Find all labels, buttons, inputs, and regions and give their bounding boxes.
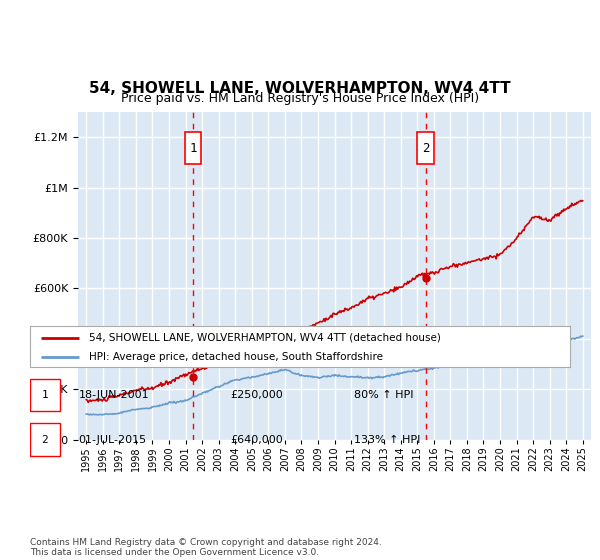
Text: £250,000: £250,000	[230, 390, 283, 400]
Text: 2: 2	[41, 435, 48, 445]
Text: HPI: Average price, detached house, South Staffordshire: HPI: Average price, detached house, Sout…	[89, 352, 383, 362]
Text: 01-JUL-2015: 01-JUL-2015	[79, 435, 147, 445]
FancyBboxPatch shape	[30, 379, 60, 411]
Text: 54, SHOWELL LANE, WOLVERHAMPTON, WV4 4TT (detached house): 54, SHOWELL LANE, WOLVERHAMPTON, WV4 4TT…	[89, 333, 441, 343]
Text: 54, SHOWELL LANE, WOLVERHAMPTON, WV4 4TT: 54, SHOWELL LANE, WOLVERHAMPTON, WV4 4TT	[89, 81, 511, 96]
Text: Price paid vs. HM Land Registry's House Price Index (HPI): Price paid vs. HM Land Registry's House …	[121, 92, 479, 105]
FancyBboxPatch shape	[30, 423, 60, 456]
Text: 80% ↑ HPI: 80% ↑ HPI	[354, 390, 413, 400]
Text: 18-JUN-2001: 18-JUN-2001	[79, 390, 149, 400]
Text: 1: 1	[41, 390, 48, 400]
Text: 1: 1	[190, 142, 197, 155]
Text: 2: 2	[422, 142, 429, 155]
FancyBboxPatch shape	[185, 132, 202, 165]
Text: 133% ↑ HPI: 133% ↑ HPI	[354, 435, 421, 445]
Text: £640,000: £640,000	[230, 435, 283, 445]
Text: Contains HM Land Registry data © Crown copyright and database right 2024.
This d: Contains HM Land Registry data © Crown c…	[30, 538, 382, 557]
FancyBboxPatch shape	[417, 132, 434, 165]
